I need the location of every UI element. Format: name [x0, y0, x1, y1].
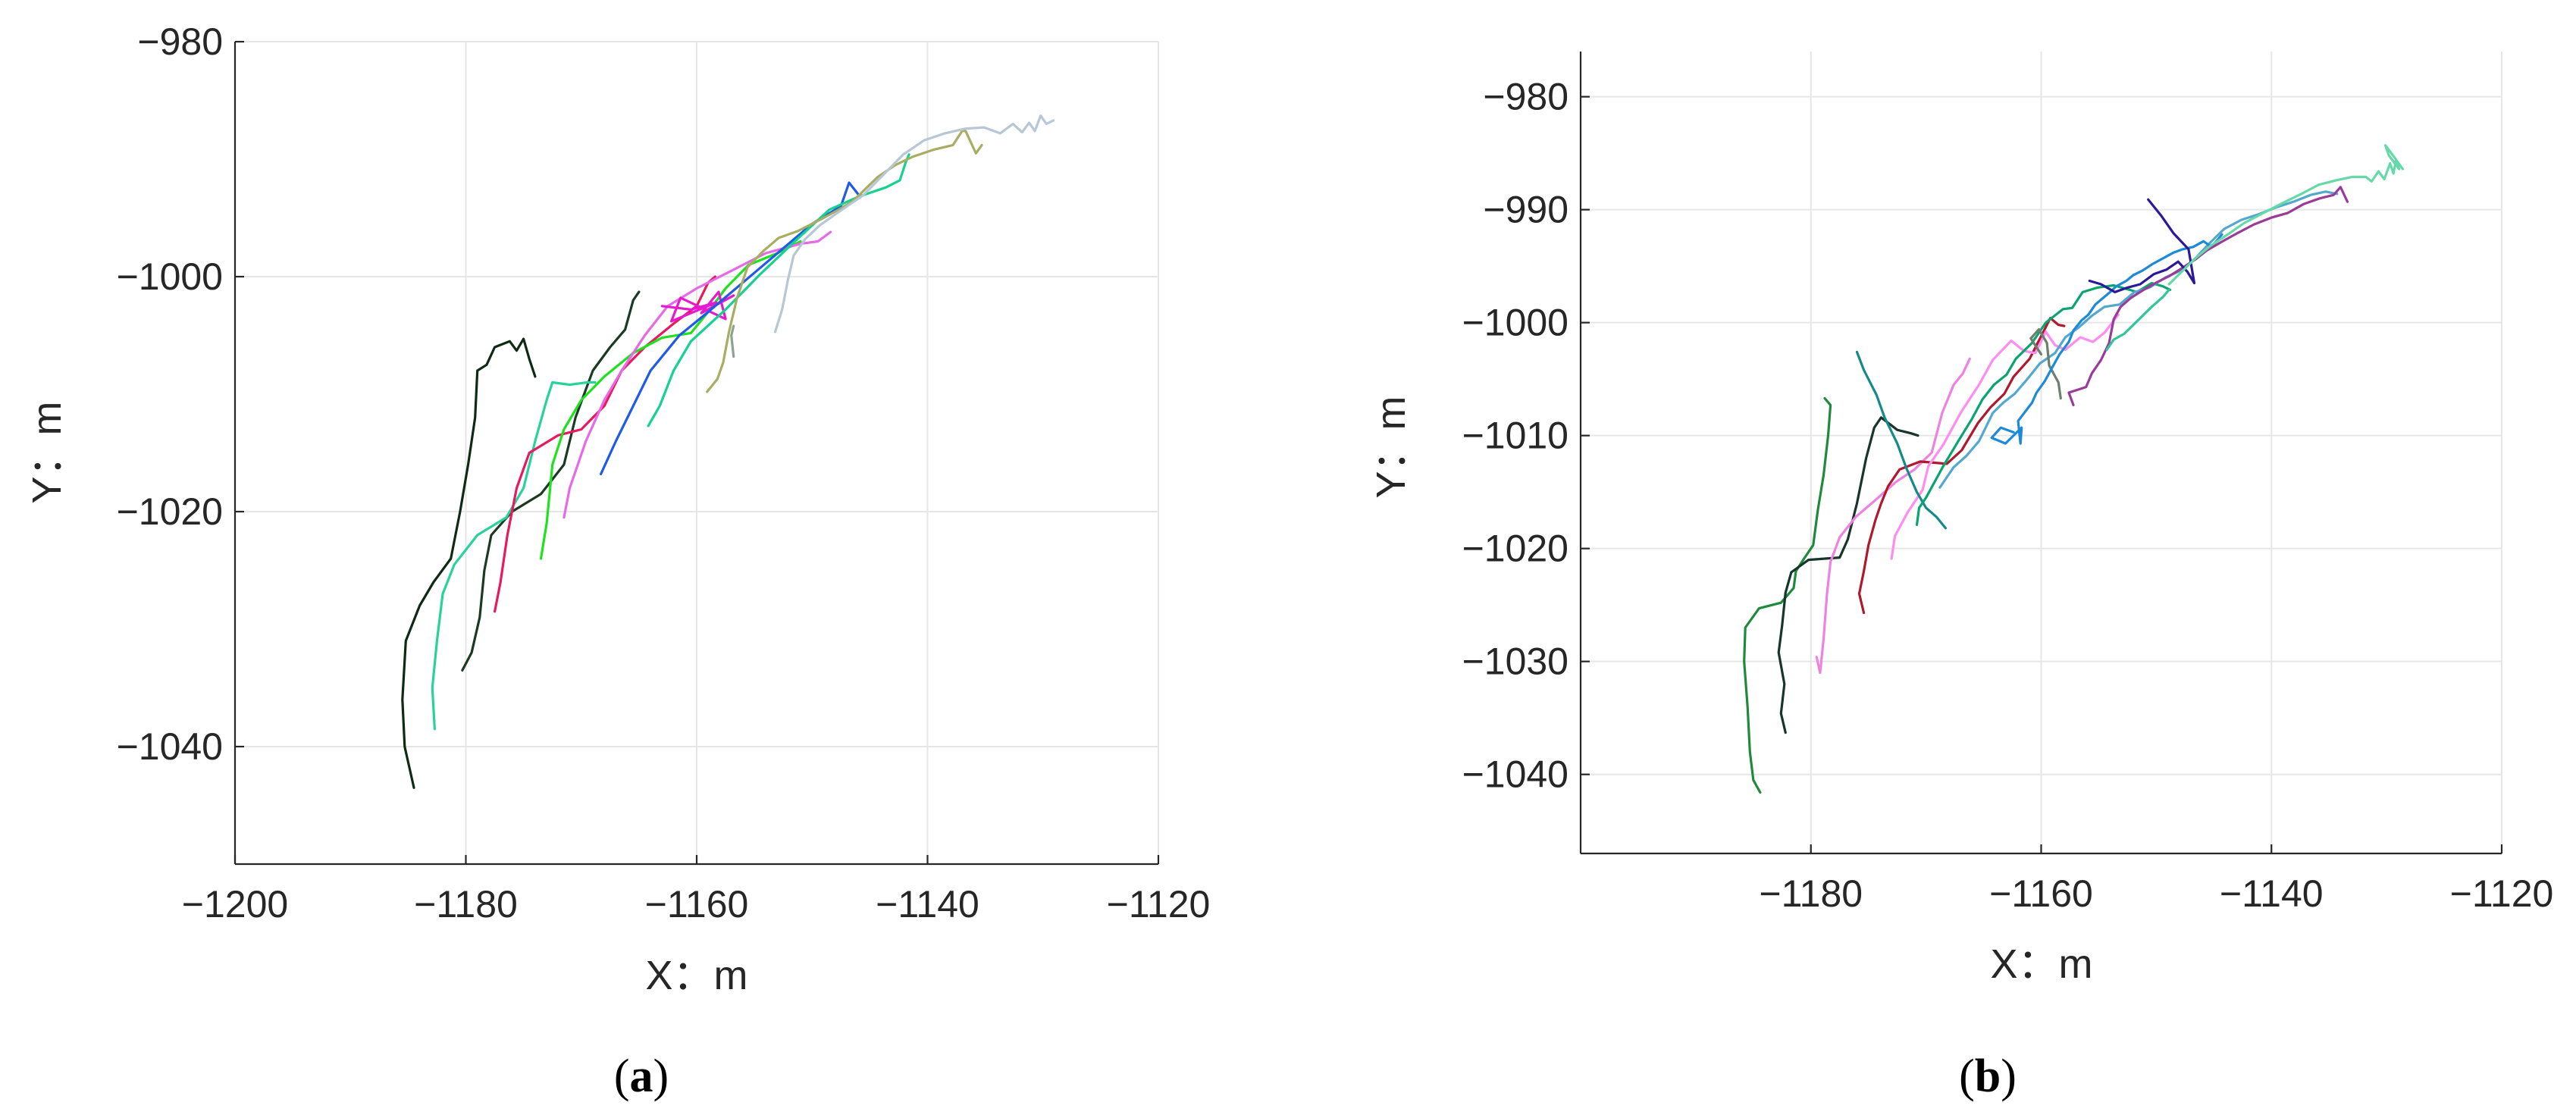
x-tick-label-b-2: −1140: [2220, 872, 2324, 915]
x-axis-label-a: X：m: [646, 953, 748, 998]
panel-label-b: (b): [1959, 1051, 2017, 1102]
panel-letter-a: a: [630, 1051, 653, 1102]
series-line-b-9: [2029, 328, 2062, 400]
chart-panel-b: −1180 −1160 −1140 −1120 −980 −990 −1000 −1010 −1…: [1368, 52, 2553, 1102]
y-tick-label-a-2: −1020: [117, 490, 223, 533]
series-line-a-9: [647, 153, 910, 427]
y-axis-label-a: Y：m: [24, 402, 70, 504]
series-line-b-13: [2105, 288, 2170, 351]
series-line-b-5: [1890, 313, 2120, 560]
x-tick-label-a-0: −1200: [182, 883, 288, 925]
x-axis-label-b: X：m: [1991, 941, 2093, 987]
y-tick-label-b-2: −1000: [1462, 302, 1568, 344]
series-line-a-2: [461, 290, 641, 672]
ticks-a: −1200 −1180 −1160 −1140 −1120 −980 −1000 −1020 −…: [117, 20, 1211, 925]
y-tick-label-b-4: −1020: [1462, 528, 1568, 570]
series-line-a-12: [730, 324, 735, 358]
y-tick-label-a-1: −1000: [117, 255, 223, 298]
series-line-b-4: [1857, 317, 2066, 615]
series-line-a-1: [401, 337, 537, 789]
series-line-a-10: [706, 130, 983, 393]
panel-label-a: (a): [614, 1051, 669, 1102]
series-line-a-5: [539, 240, 802, 560]
x-tick-label-b-1: −1160: [1989, 872, 2093, 915]
x-tick-label-a-1: −1180: [414, 883, 518, 925]
x-tick-label-b-0: −1180: [1759, 872, 1863, 915]
x-tick-label-a-3: −1140: [876, 883, 979, 925]
series-line-b-6: [1855, 350, 1947, 530]
y-tick-label-b-3: −1010: [1462, 415, 1568, 457]
y-tick-label-a-3: −1040: [117, 725, 223, 768]
x-tick-label-a-2: −1160: [645, 883, 749, 925]
series-line-a-8: [600, 181, 860, 475]
x-tick-label-a-4: −1120: [1107, 883, 1211, 925]
series-group-b: [1743, 144, 2404, 794]
grid-b: [1581, 52, 2502, 853]
y-tick-label-b-6: −1040: [1462, 753, 1568, 796]
chart-panel-a: −1200 −1180 −1160 −1140 −1120 −980 −1000 −1020 −…: [24, 20, 1210, 1102]
series-line-b-1: [1743, 396, 1832, 794]
series-line-a-11: [773, 114, 1055, 334]
y-tick-label-b-5: −1030: [1462, 640, 1568, 683]
series-line-b-12: [2088, 198, 2196, 293]
series-line-a-7: [660, 290, 735, 323]
y-axis-label-b: Y：m: [1368, 396, 1414, 499]
series-line-b-14: [2167, 144, 2404, 286]
y-tick-label-b-0: −980: [1483, 76, 1568, 118]
series-line-b-7: [1915, 281, 2172, 526]
y-tick-label-a-0: −980: [137, 20, 223, 63]
series-line-b-11: [2067, 186, 2349, 406]
series-group-a: [401, 114, 1055, 789]
panel-letter-b: b: [1975, 1051, 2001, 1102]
series-line-b-10: [1990, 233, 2223, 445]
ticks-b: −1180 −1160 −1140 −1120 −980 −990 −1000 −1010 −1…: [1462, 76, 2554, 915]
series-line-b-3: [1815, 357, 1971, 675]
x-tick-label-b-3: −1120: [2450, 872, 2554, 915]
y-tick-label-b-1: −990: [1483, 189, 1568, 231]
